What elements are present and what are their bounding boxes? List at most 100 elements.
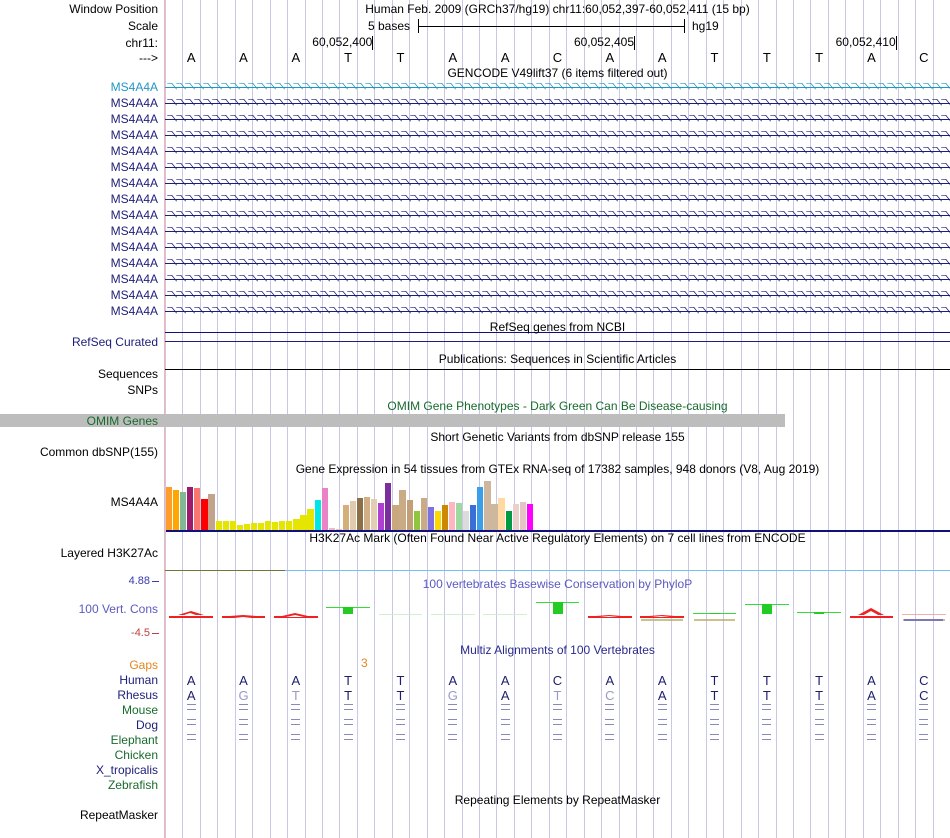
gtex-bar[interactable]	[173, 490, 180, 530]
gtex-bar[interactable]	[512, 504, 519, 530]
track-label-refseq-curated[interactable]: RefSeq Curated	[71, 335, 158, 349]
gtex-bar[interactable]	[420, 498, 427, 530]
species-label-rhesus[interactable]: Rhesus	[117, 688, 158, 702]
h3k27ac-title[interactable]: H3K27Ac Mark (Often Found Near Active Re…	[309, 531, 806, 545]
gencode-row-label[interactable]: MS4A4A	[110, 288, 158, 302]
gtex-bar[interactable]	[243, 524, 250, 530]
species-label-mouse[interactable]: Mouse	[121, 703, 158, 717]
gtex-bar[interactable]	[194, 488, 201, 530]
gtex-bar[interactable]	[519, 502, 526, 530]
species-label-x_tropicalis[interactable]: X_tropicalis	[95, 763, 158, 777]
gencode-row-label[interactable]: MS4A4A	[110, 144, 158, 158]
gtex-bar[interactable]	[427, 507, 434, 530]
conservation-phylop-plot[interactable]	[166, 592, 950, 640]
gtex-bar[interactable]	[229, 521, 236, 530]
gtex-bar[interactable]	[293, 519, 300, 530]
gencode-transcript-line[interactable]	[165, 135, 950, 136]
publications-title[interactable]: Publications: Sequences in Scientific Ar…	[438, 352, 677, 366]
gencode-transcript-line[interactable]	[165, 199, 950, 200]
gtex-bar[interactable]	[300, 515, 307, 530]
multiz-title[interactable]: Multiz Alignments of 100 Vertebrates	[460, 643, 655, 657]
track-label-layered-h3k27ac[interactable]: Layered H3K27Ac	[60, 546, 158, 560]
gtex-bar[interactable]	[463, 511, 470, 530]
gtex-bar[interactable]	[456, 503, 463, 530]
gtex-bar[interactable]	[399, 490, 406, 530]
gtex-expression-barchart[interactable]	[166, 478, 548, 530]
gtex-bar[interactable]	[328, 528, 335, 530]
dbsnp-title[interactable]: Short Genetic Variants from dbSNP releas…	[430, 430, 685, 444]
gtex-bar[interactable]	[187, 487, 194, 530]
gtex-bar[interactable]	[335, 529, 342, 530]
omim-title[interactable]: OMIM Gene Phenotypes - Dark Green Can Be…	[387, 399, 728, 413]
gencode-transcript-line[interactable]	[165, 87, 950, 88]
gtex-bar[interactable]	[392, 505, 399, 530]
track-label-snps[interactable]: SNPs	[127, 383, 158, 397]
gtex-bar[interactable]	[222, 521, 229, 530]
gencode-transcript-line[interactable]	[165, 167, 950, 168]
species-label-elephant[interactable]: Elephant	[110, 733, 158, 747]
gtex-bar[interactable]	[498, 498, 505, 530]
gtex-bar[interactable]	[349, 501, 357, 530]
gtex-bar[interactable]	[505, 511, 512, 530]
gtex-bar[interactable]	[180, 492, 187, 530]
gtex-bar[interactable]	[484, 481, 491, 530]
gencode-transcript-line[interactable]	[165, 151, 950, 152]
gtex-bar[interactable]	[385, 483, 392, 530]
gtex-bar[interactable]	[321, 488, 328, 530]
gencode-transcript-line[interactable]	[165, 263, 950, 264]
gtex-bar[interactable]	[215, 521, 222, 530]
gtex-bar[interactable]	[257, 523, 265, 530]
gtex-bar[interactable]	[208, 494, 215, 530]
gencode-title[interactable]: GENCODE V49lift37 (6 items filtered out)	[447, 66, 668, 80]
gtex-bar[interactable]	[441, 505, 449, 530]
gtex-bar[interactable]	[364, 497, 371, 530]
gtex-bar[interactable]	[236, 525, 243, 530]
repeatmasker-title[interactable]: Repeating Elements by RepeatMasker	[454, 793, 661, 807]
gencode-row-label[interactable]: MS4A4A	[110, 208, 158, 222]
species-label-human[interactable]: Human	[119, 673, 158, 687]
gtex-bar[interactable]	[272, 522, 279, 530]
gencode-row-label[interactable]: MS4A4A	[110, 192, 158, 206]
track-label-sequences[interactable]: Sequences	[97, 367, 158, 381]
gtex-bar[interactable]	[371, 499, 378, 530]
species-label-chicken[interactable]: Chicken	[114, 748, 158, 762]
gencode-transcript-line[interactable]	[165, 247, 950, 248]
track-label-common-dbsnp[interactable]: Common dbSNP(155)	[39, 445, 158, 459]
gtex-bar[interactable]	[434, 511, 441, 530]
gtex-bar[interactable]	[314, 500, 321, 530]
track-label-repeatmasker[interactable]: RepeatMasker	[79, 808, 158, 822]
refseq-title[interactable]: RefSeq genes from NCBI	[489, 320, 626, 334]
gencode-row-label[interactable]: MS4A4A	[110, 240, 158, 254]
gtex-bar[interactable]	[491, 504, 498, 530]
gencode-transcript-line[interactable]	[165, 183, 950, 184]
gtex-bar[interactable]	[342, 505, 350, 530]
gtex-bar[interactable]	[279, 521, 286, 530]
gtex-bar[interactable]	[357, 498, 364, 530]
species-label-zebrafish[interactable]: Zebrafish	[107, 778, 158, 792]
gtex-bar[interactable]	[265, 521, 272, 530]
track-label-gaps[interactable]: Gaps	[129, 658, 158, 672]
gencode-row-label[interactable]: MS4A4A	[110, 176, 158, 190]
omim-gene-band[interactable]	[0, 414, 785, 427]
gencode-transcript-line[interactable]	[165, 119, 950, 120]
gencode-transcript-line[interactable]	[165, 295, 950, 296]
gencode-transcript-line[interactable]	[165, 231, 950, 232]
gencode-row-label[interactable]: MS4A4A	[110, 96, 158, 110]
gtex-bar[interactable]	[286, 521, 293, 530]
gtex-title[interactable]: Gene Expression in 54 tissues from GTEx …	[295, 462, 820, 476]
gtex-bar[interactable]	[413, 511, 420, 530]
gencode-row-label[interactable]: MS4A4A	[110, 160, 158, 174]
gencode-row-label[interactable]: MS4A4A	[110, 128, 158, 142]
track-label-100-vert-cons[interactable]: 100 Vert. Cons	[78, 602, 158, 616]
track-label-gtex-ms4a4a[interactable]: MS4A4A	[110, 495, 158, 509]
gencode-row-label[interactable]: MS4A4A	[110, 224, 158, 238]
gencode-transcript-line[interactable]	[165, 279, 950, 280]
gtex-bar[interactable]	[201, 499, 208, 530]
gencode-transcript-line[interactable]	[165, 103, 950, 104]
gtex-bar[interactable]	[250, 523, 258, 530]
gencode-row-label[interactable]: MS4A4A	[110, 304, 158, 318]
gencode-row-label[interactable]: MS4A4A	[110, 112, 158, 126]
gtex-bar[interactable]	[526, 504, 533, 530]
gencode-row-label[interactable]: MS4A4A	[110, 80, 158, 94]
